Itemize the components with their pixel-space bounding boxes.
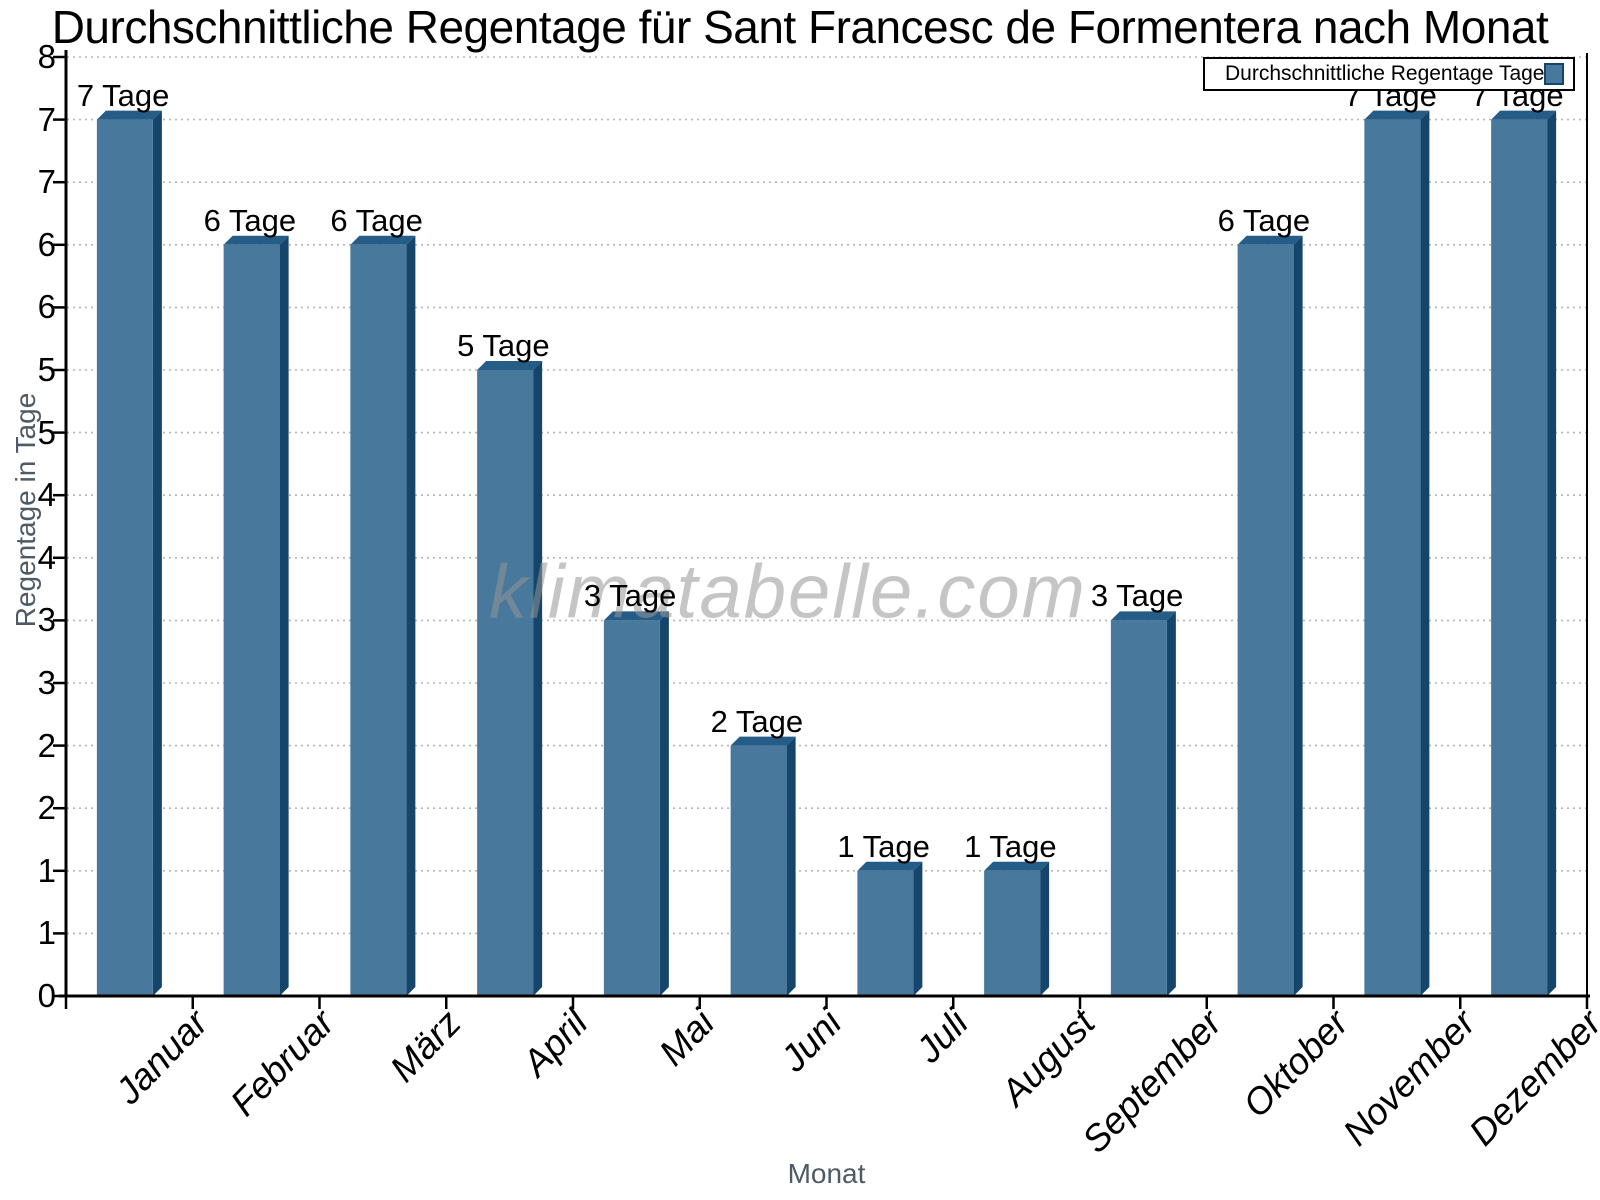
y-tick-label: 7	[37, 100, 56, 138]
bar-August	[984, 861, 1050, 996]
bar-front-face	[984, 870, 1041, 996]
y-tick-label: 1	[37, 851, 56, 889]
bar-value-label: 2 Tage	[710, 703, 804, 739]
legend-color-swatch-icon	[1544, 63, 1564, 85]
y-tick-label: 2	[37, 726, 56, 764]
bar-top-face	[350, 235, 416, 245]
bar-Mai	[603, 611, 669, 996]
bar-side-face	[533, 361, 543, 996]
bar-front-face	[1364, 119, 1421, 997]
y-axis-title: Regentage in Tage	[10, 392, 41, 628]
bar-value-label: 3 Tage	[583, 578, 677, 614]
bar-top-face	[1364, 110, 1430, 120]
bar-top-face	[1110, 611, 1176, 621]
bar-top-face	[223, 235, 289, 245]
bar-value-label: 5 Tage	[457, 328, 550, 363]
y-tick-label: 2	[37, 789, 56, 827]
bar-value-label: 6 Tage	[330, 202, 423, 238]
bar-front-face	[477, 370, 534, 996]
bar-front-face	[1237, 244, 1294, 997]
bar-value-label: 7 Tage	[76, 77, 170, 113]
bar-Oktober	[1237, 235, 1303, 997]
y-tick-label: 3	[37, 664, 56, 701]
legend: Durchschnittliche Regentage Tage	[1203, 57, 1575, 91]
y-tick-label: 4	[37, 476, 56, 514]
y-tick-label: 1	[37, 914, 56, 952]
bar-April	[477, 361, 543, 996]
bar-top-face	[1491, 110, 1557, 120]
bar-side-face	[1420, 110, 1430, 997]
bar-side-face	[786, 736, 796, 996]
bar-value-label: 3 Tage	[1090, 578, 1184, 614]
bar-top-face	[96, 110, 162, 120]
bar-front-face	[223, 244, 280, 997]
bar-value-label: 6 Tage	[1217, 202, 1311, 238]
bar-side-face	[913, 861, 923, 996]
bar-November	[1364, 110, 1430, 997]
y-tick-label: 8	[37, 38, 56, 75]
bar-front-face	[1491, 119, 1548, 997]
bar-Januar	[96, 110, 162, 997]
bar-top-face	[603, 611, 669, 621]
bar-side-face	[1547, 110, 1557, 997]
y-tick-label: 7	[37, 163, 56, 201]
y-tick-label: 5	[37, 351, 56, 388]
y-tick-label: 6	[37, 288, 56, 326]
bar-Juni	[730, 736, 796, 996]
bar-value-label: 6 Tage	[203, 202, 297, 238]
bar-front-face	[603, 620, 660, 996]
y-tick-label: 4	[37, 538, 56, 576]
bar-März	[350, 235, 416, 997]
watermark: klimatabelle.com	[489, 549, 1087, 635]
bar-top-face	[477, 361, 543, 370]
bar-September	[1110, 611, 1176, 996]
bar-Juli	[857, 861, 923, 996]
bar-front-face	[96, 119, 153, 997]
bar-front-face	[857, 870, 914, 996]
bar-front-face	[350, 244, 407, 997]
bar-side-face	[1293, 235, 1303, 997]
bar-top-face	[984, 861, 1050, 871]
y-tick-label: 0	[37, 977, 56, 1014]
bar-value-label: 1 Tage	[837, 828, 930, 864]
bar-side-face	[659, 611, 669, 996]
bar-side-face	[1166, 611, 1176, 996]
bar-top-face	[857, 861, 923, 871]
bar-side-face	[406, 235, 416, 997]
y-tick-label: 3	[37, 601, 56, 639]
bar-side-face	[1040, 861, 1050, 996]
legend-label: Durchschnittliche Regentage Tage	[1225, 62, 1545, 85]
bar-Dezember	[1491, 110, 1557, 997]
bar-side-face	[279, 235, 289, 997]
bar-top-face	[730, 736, 796, 746]
bar-top-face	[1237, 235, 1303, 245]
bar-Februar	[223, 235, 289, 997]
y-tick-label: 5	[37, 413, 56, 451]
bar-value-label: 1 Tage	[964, 828, 1057, 864]
bar-front-face	[1110, 620, 1167, 996]
y-tick-label: 6	[37, 225, 56, 263]
bar-front-face	[730, 745, 787, 996]
x-axis-title: Monat	[787, 1158, 866, 1189]
bar-side-face	[152, 110, 162, 997]
chart-title: Durchschnittliche Regentage für Sant Fra…	[51, 1, 1549, 53]
